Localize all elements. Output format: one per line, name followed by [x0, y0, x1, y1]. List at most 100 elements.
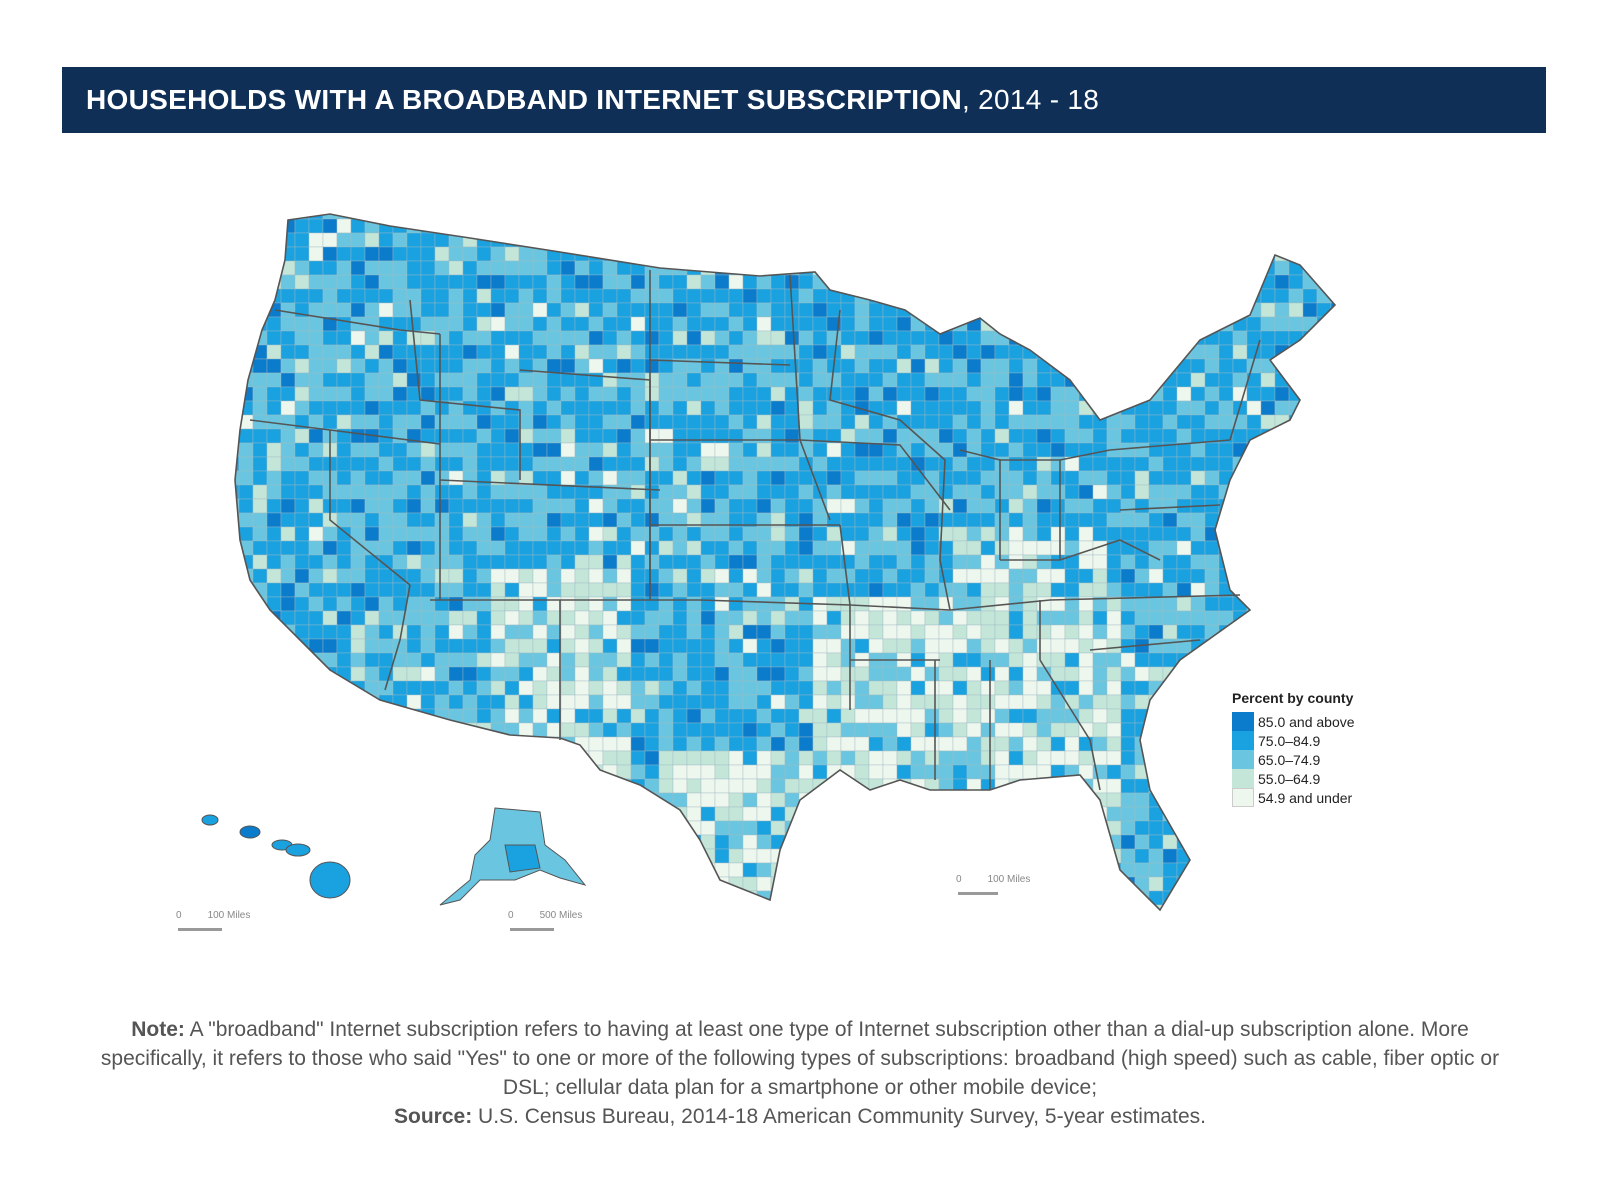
- county-cell: [644, 890, 660, 906]
- county-cell: [462, 582, 478, 598]
- county-cell: [728, 792, 744, 808]
- county-cell: [1148, 232, 1164, 248]
- county-cell: [602, 512, 618, 528]
- county-cell: [910, 806, 926, 822]
- county-cell: [364, 638, 380, 654]
- county-cell: [252, 694, 268, 710]
- county-cell: [1008, 540, 1024, 556]
- county-cell: [364, 736, 380, 752]
- county-cell: [1190, 218, 1206, 234]
- county-cell: [644, 904, 660, 910]
- county-cell: [840, 778, 856, 794]
- county-cell: [1274, 498, 1290, 514]
- county-cell: [1260, 624, 1276, 640]
- county-cell: [518, 638, 534, 654]
- county-cell: [826, 414, 842, 430]
- county-cell: [1064, 890, 1080, 906]
- county-cell: [308, 386, 324, 402]
- county-cell: [616, 414, 632, 430]
- county-cell: [518, 302, 534, 318]
- county-cell: [1218, 890, 1234, 906]
- county-cell: [1162, 750, 1178, 766]
- county-cell: [1190, 596, 1206, 612]
- county-cell: [1050, 554, 1066, 570]
- county-cell: [266, 680, 282, 696]
- county-cell: [868, 862, 884, 878]
- county-cell: [294, 316, 310, 332]
- county-cell: [364, 442, 380, 458]
- county-cell: [630, 708, 646, 724]
- county-cell: [1036, 610, 1052, 626]
- county-cell: [1232, 498, 1248, 514]
- county-cell: [1176, 806, 1192, 822]
- county-cell: [1120, 694, 1136, 710]
- county-cell: [1176, 246, 1192, 262]
- county-cell: [700, 330, 716, 346]
- county-cell: [294, 232, 310, 248]
- county-cell: [588, 708, 604, 724]
- county-cell: [406, 680, 422, 696]
- county-cell: [1260, 358, 1276, 374]
- county-cell: [756, 806, 772, 822]
- county-cell: [812, 764, 828, 780]
- county-cell: [1148, 470, 1164, 486]
- county-cell: [728, 624, 744, 640]
- county-cell: [980, 652, 996, 668]
- county-cell: [1176, 666, 1192, 682]
- county-cell: [952, 400, 968, 416]
- county-cell: [1134, 526, 1150, 542]
- county-cell: [714, 764, 730, 780]
- county-cell: [574, 638, 590, 654]
- county-cell: [896, 512, 912, 528]
- county-cell: [1204, 764, 1220, 780]
- county-cell: [1008, 288, 1024, 304]
- county-cell: [1050, 316, 1066, 332]
- county-cell: [994, 512, 1010, 528]
- county-cell: [476, 218, 492, 234]
- county-cell: [448, 554, 464, 570]
- county-cell: [980, 736, 996, 752]
- county-cell: [420, 274, 436, 290]
- county-cell: [1022, 330, 1038, 346]
- county-cell: [1260, 400, 1276, 416]
- county-cell: [1050, 260, 1066, 276]
- county-cell: [560, 330, 576, 346]
- county-cell: [728, 890, 744, 906]
- county-cell: [476, 512, 492, 528]
- county-cell: [854, 554, 870, 570]
- county-cell: [462, 400, 478, 416]
- county-cell: [322, 764, 338, 780]
- county-cell: [1330, 484, 1335, 500]
- county-cell: [770, 652, 786, 668]
- county-cell: [504, 694, 520, 710]
- county-cell: [1134, 694, 1150, 710]
- county-cell: [392, 288, 408, 304]
- county-cell: [1008, 218, 1024, 234]
- county-cell: [952, 414, 968, 430]
- county-cell: [798, 610, 814, 626]
- county-cell: [938, 218, 954, 234]
- county-cell: [770, 610, 786, 626]
- county-cell: [602, 666, 618, 682]
- county-cell: [434, 722, 450, 738]
- county-cell: [854, 218, 870, 234]
- county-cell: [266, 806, 282, 822]
- county-cell: [854, 428, 870, 444]
- county-cell: [896, 372, 912, 388]
- county-cell: [490, 428, 506, 444]
- county-cell: [308, 820, 324, 836]
- county-cell: [490, 498, 506, 514]
- county-cell: [462, 302, 478, 318]
- county-cell: [546, 526, 562, 542]
- county-cell: [1246, 890, 1262, 906]
- county-cell: [602, 652, 618, 668]
- county-cell: [434, 694, 450, 710]
- mainland-scale: 0 100 Miles: [956, 874, 1030, 885]
- county-cell: [714, 386, 730, 402]
- county-cell: [938, 442, 954, 458]
- county-cell: [742, 260, 758, 276]
- county-cell: [840, 666, 856, 682]
- county-cell: [784, 792, 800, 808]
- county-cell: [308, 778, 324, 794]
- county-cell: [686, 246, 702, 262]
